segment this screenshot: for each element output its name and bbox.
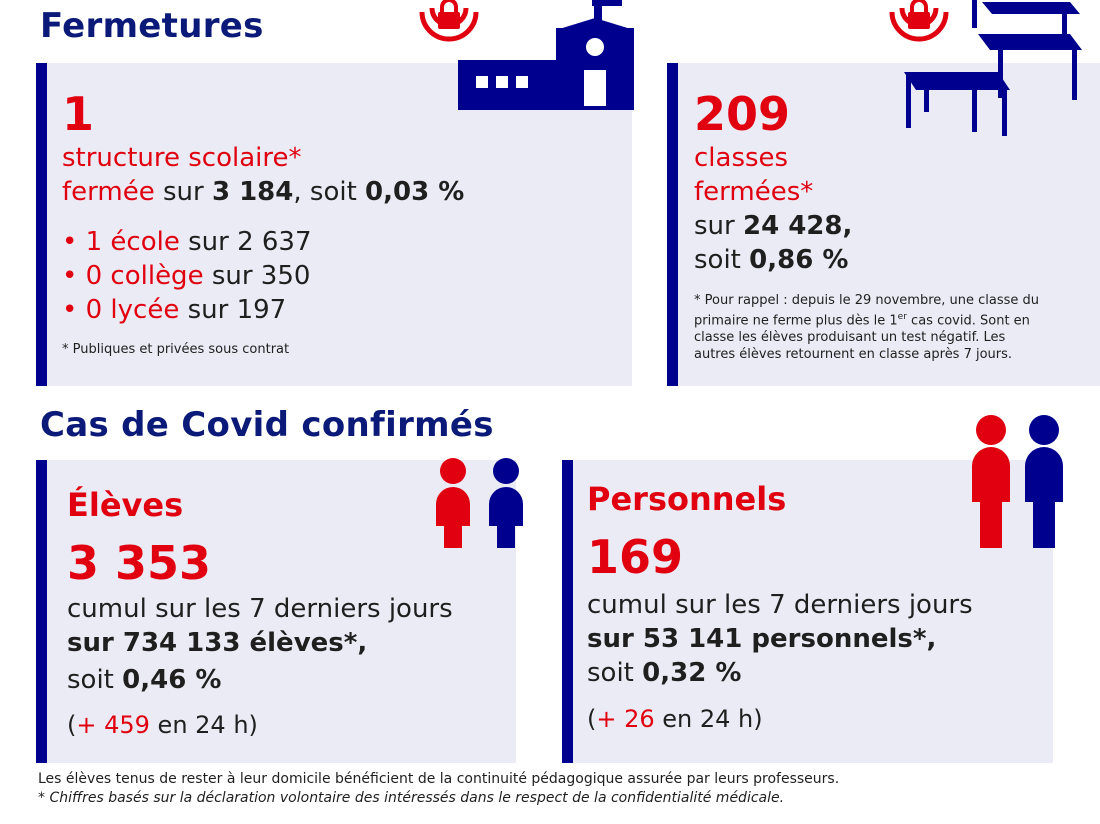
eleves-number: 3 353 (67, 536, 212, 590)
structures-number: 1 (62, 87, 95, 141)
eleves-pct: 0,46 % (122, 665, 222, 695)
daily-rest: en 24 h) (149, 711, 258, 739)
classes-pct: 0,86 % (749, 245, 849, 275)
classes-total-line: sur 24 428, (694, 209, 852, 243)
eleves-total: sur 734 133 élèves*, (67, 628, 368, 658)
list-item: • 0 collège sur 350 (62, 259, 312, 293)
classes-label-1: classes (694, 143, 789, 173)
desks-icon (904, 0, 1082, 136)
list-item: • 0 lycée sur 197 (62, 293, 312, 327)
personnels-daily-value: + 26 (596, 705, 655, 733)
note-sup: er (897, 312, 907, 322)
structures-total: 3 184 (211, 177, 294, 207)
classes-number: 209 (694, 87, 791, 141)
classes-pct-line: soit 0,86 % (694, 243, 848, 277)
eleves-label: Élèves (67, 486, 184, 524)
daily-rest: en 24 h) (654, 705, 763, 733)
item-rest: sur 2 637 (179, 227, 312, 257)
note-text: * Pour rappel : depuis le 29 novembre, u… (694, 293, 1040, 329)
school-building-icon (458, 0, 634, 110)
footer-line-2: * Chiffres basés sur la déclaration volo… (38, 790, 785, 806)
eleves-cumul: cumul sur les 7 derniers jours (67, 594, 453, 624)
paren: ( (587, 705, 597, 733)
item-label: 0 collège (85, 261, 204, 291)
eleves-daily-value: + 459 (76, 711, 150, 739)
personnels-pct: 0,32 % (642, 658, 742, 688)
covid-heading: Cas de Covid confirmés (40, 405, 494, 445)
personnels-cumul: cumul sur les 7 derniers jours (587, 590, 973, 620)
personnels-total: sur 53 141 personnels*, (587, 624, 937, 654)
closed-word: fermée (62, 177, 155, 207)
soit-word: , soit (293, 177, 357, 207)
on-word: sur (162, 177, 204, 207)
item-rest: sur 197 (179, 295, 287, 325)
structures-label: structure scolaire* (62, 143, 302, 173)
classes-label-2: fermées* (694, 177, 814, 207)
people-icon (436, 458, 523, 548)
bullet: • (62, 227, 78, 257)
fermetures-heading: Fermetures (40, 6, 264, 46)
structures-breakdown-list: • 1 école sur 2 637 • 0 collège sur 350 … (62, 225, 312, 327)
personnels-daily: (+ 26 en 24 h) (587, 704, 763, 734)
personnels-pct-line: soit 0,32 % (587, 656, 741, 690)
structures-pct: 0,03 % (365, 177, 465, 207)
classes-total: 24 428, (742, 211, 853, 241)
on-word: sur (694, 211, 735, 241)
list-item: • 1 école sur 2 637 (62, 225, 312, 259)
bullet: • (62, 295, 78, 325)
footer: Les élèves tenus de rester à leur domici… (38, 770, 839, 808)
lock-icon (889, 0, 949, 42)
footer-line-1: Les élèves tenus de rester à leur domici… (38, 771, 840, 787)
personnels-number: 169 (587, 530, 684, 584)
classes-card: 209 classes fermées* sur 24 428, soit 0,… (667, 63, 1100, 386)
people-icon (972, 415, 1063, 548)
structures-card: 1 structure scolaire* fermée sur 3 184, … (36, 63, 632, 386)
lock-icon (419, 0, 479, 42)
bullet: • (62, 261, 78, 291)
structures-note: * Publiques et privées sous contrat (62, 342, 290, 357)
item-label: 1 école (85, 227, 180, 257)
eleves-daily: (+ 459 en 24 h) (67, 710, 258, 740)
eleves-pct-line: soit 0,46 % (67, 663, 221, 697)
soit-word: soit (694, 245, 741, 275)
paren: ( (67, 711, 77, 739)
item-rest: sur 350 (203, 261, 311, 291)
personnels-label: Personnels (587, 480, 787, 518)
note-text: cas covid. Sont en classe les élèves pro… (694, 313, 1030, 363)
soit-word: soit (587, 658, 634, 688)
item-label: 0 lycée (85, 295, 180, 325)
soit-word: soit (67, 665, 114, 695)
structures-summary: fermée sur 3 184, soit 0,03 % (62, 175, 464, 209)
classes-note: * Pour rappel : depuis le 29 novembre, u… (694, 292, 1044, 363)
personnels-card: Personnels 169 cumul sur les 7 derniers … (562, 460, 1053, 763)
